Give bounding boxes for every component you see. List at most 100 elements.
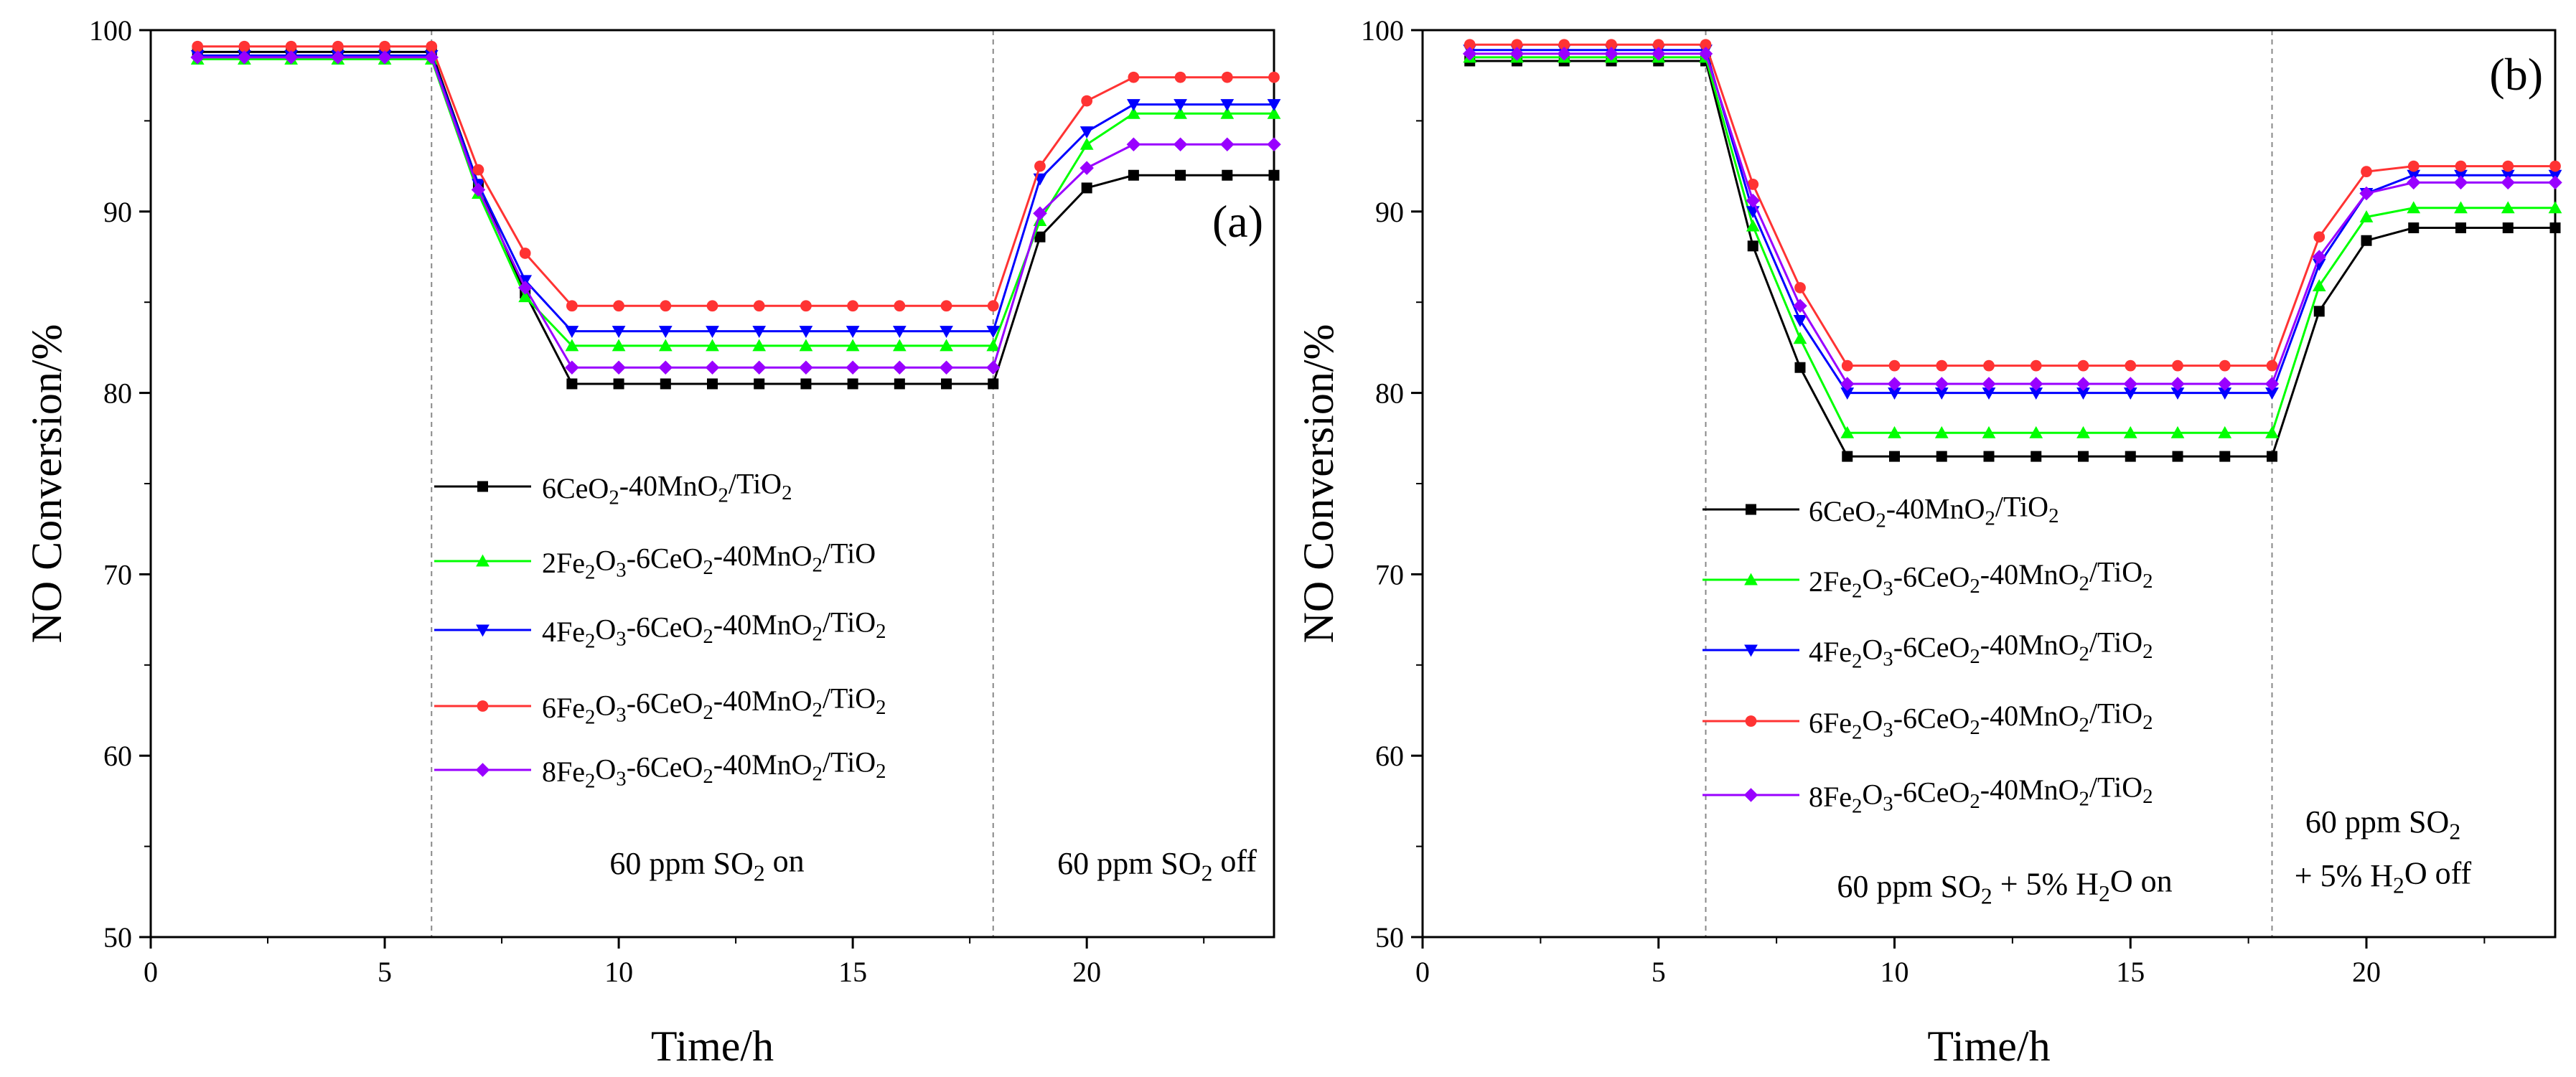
x-tick-label: 0 bbox=[1415, 956, 1430, 988]
subscript-text: 2 bbox=[876, 760, 886, 783]
diamond-marker bbox=[939, 360, 954, 375]
text-part: -40MnO bbox=[713, 685, 812, 717]
circle-marker bbox=[2172, 359, 2183, 372]
triangle-up-marker bbox=[1888, 425, 1901, 438]
circle-marker bbox=[379, 40, 390, 52]
x-axis-label: Time/h bbox=[1927, 1022, 2050, 1070]
triangle-up-marker bbox=[1079, 137, 1094, 150]
y-tick-label: 70 bbox=[103, 558, 132, 591]
square-marker bbox=[1034, 231, 1046, 243]
text-part: + 5% H bbox=[2295, 858, 2393, 893]
subscript-text: 2 bbox=[1970, 645, 1980, 668]
square-marker bbox=[2313, 306, 2325, 317]
subscript-text: 2 bbox=[1985, 507, 1995, 530]
x-tick-label: 20 bbox=[2352, 956, 2381, 988]
triangle-up-marker bbox=[752, 339, 767, 352]
text-part: O bbox=[595, 545, 616, 577]
y-tick-label: 100 bbox=[89, 14, 132, 47]
y-tick-label: 90 bbox=[103, 196, 132, 228]
legend-entry-label: 4Fe2O3-6CeO2-40MnO2/TiO2 bbox=[542, 606, 886, 653]
diamond-marker bbox=[986, 360, 1001, 375]
circle-marker bbox=[426, 40, 438, 52]
text-part: 6CeO bbox=[1809, 495, 1875, 527]
triangle-up-marker bbox=[2312, 279, 2326, 291]
circle-marker bbox=[660, 300, 672, 312]
circle-marker bbox=[2549, 160, 2561, 172]
legend-entry-label: 6CeO2-40MnO2/TiO2 bbox=[542, 467, 792, 509]
diamond-marker bbox=[1793, 298, 1807, 314]
series-line bbox=[1469, 56, 2555, 434]
circle-marker bbox=[332, 40, 344, 52]
subscript-text: 2 bbox=[2099, 881, 2110, 906]
subscript-text: 2 bbox=[876, 696, 886, 719]
subscript-text: 2 bbox=[2142, 570, 2153, 593]
square-marker bbox=[1842, 451, 1853, 462]
text-part: 8Fe bbox=[542, 756, 585, 788]
circle-marker bbox=[1888, 359, 1901, 372]
circle-marker bbox=[1174, 71, 1186, 83]
square-marker bbox=[2078, 451, 2089, 462]
series-line bbox=[1469, 52, 2555, 385]
circle-marker bbox=[800, 300, 812, 312]
circle-marker bbox=[847, 300, 858, 312]
subscript-text: 2 bbox=[703, 625, 713, 648]
square-marker bbox=[1268, 169, 1280, 181]
text-part: 6Fe bbox=[542, 692, 585, 724]
diamond-marker bbox=[1126, 137, 1141, 152]
text-part: 4Fe bbox=[1809, 636, 1852, 668]
triangle-up-marker bbox=[940, 339, 953, 352]
text-part: -40MnO bbox=[619, 470, 718, 502]
text-part: O bbox=[595, 753, 616, 786]
diamond-marker bbox=[424, 50, 439, 65]
square-marker bbox=[1175, 169, 1186, 181]
legend-entry-label: 6CeO2-40MnO2/TiO2 bbox=[1809, 490, 2059, 532]
triangle-down-marker bbox=[1888, 387, 1901, 400]
text-part: /TiO bbox=[729, 467, 782, 499]
triangle-up-marker bbox=[476, 554, 490, 567]
square-marker bbox=[2549, 222, 2561, 234]
triangle-up-marker bbox=[2170, 425, 2185, 438]
series-1 bbox=[1463, 50, 2562, 438]
legend-entry-label: 4Fe2O3-6CeO2-40MnO2/TiO2 bbox=[1809, 626, 2153, 673]
text-part: -40MnO bbox=[1980, 629, 2079, 661]
subscript-text: 2 bbox=[812, 554, 823, 577]
triangle-down-marker bbox=[2076, 387, 2090, 400]
diamond-marker bbox=[705, 360, 720, 375]
triangle-up-marker bbox=[612, 339, 626, 352]
square-marker bbox=[894, 378, 905, 390]
series-3 bbox=[192, 40, 1280, 312]
text-part: /TiO bbox=[2089, 771, 2142, 804]
diamond-marker bbox=[612, 360, 626, 375]
circle-marker bbox=[1128, 71, 1140, 83]
triangle-down-marker bbox=[1744, 644, 1758, 657]
circle-marker bbox=[1558, 39, 1570, 51]
diamond-marker bbox=[2123, 377, 2137, 391]
annotation-on: 60 ppm SO2 + 5% H2O on bbox=[1837, 864, 2172, 909]
circle-marker bbox=[1268, 71, 1280, 83]
diamond-marker bbox=[1509, 47, 1524, 61]
circle-marker bbox=[192, 40, 204, 52]
text-part: O off bbox=[2404, 855, 2472, 890]
square-marker bbox=[2361, 235, 2372, 246]
series-2 bbox=[190, 50, 1281, 339]
series-0 bbox=[1464, 55, 2561, 462]
triangle-down-marker bbox=[1174, 99, 1187, 112]
series-line bbox=[197, 45, 1274, 307]
y-axis-label: NO Conversion/% bbox=[1295, 324, 1342, 644]
diamond-marker bbox=[237, 50, 252, 65]
triangle-up-marker bbox=[1934, 425, 1949, 438]
text-part: -6CeO bbox=[1893, 776, 1970, 808]
text-part: 4Fe bbox=[542, 616, 585, 648]
circle-marker bbox=[2266, 359, 2278, 372]
square-marker bbox=[1222, 169, 1233, 181]
text-part: 60 ppm SO bbox=[609, 846, 753, 881]
circle-marker bbox=[1221, 71, 1233, 83]
series-line bbox=[197, 57, 1274, 347]
diamond-marker bbox=[1746, 193, 1760, 208]
subscript-text: 2 bbox=[1970, 575, 1980, 598]
diamond-marker bbox=[1743, 788, 1758, 802]
circle-marker bbox=[1747, 179, 1759, 190]
circle-marker bbox=[285, 40, 297, 52]
circle-marker bbox=[477, 700, 489, 712]
circle-marker bbox=[1841, 359, 1853, 372]
